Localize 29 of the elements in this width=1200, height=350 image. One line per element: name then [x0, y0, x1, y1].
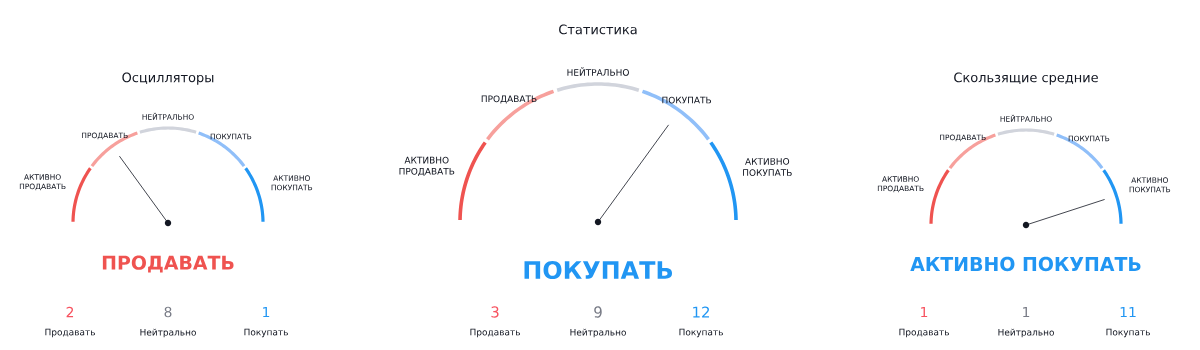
text: ПРОДАВАТЬ — [102, 255, 234, 273]
data-label: 11 — [1120, 306, 1136, 318]
text: ПОКУПАТЬ — [524, 260, 673, 280]
slice-label: АКТИВНО ПРОДАВАТЬ — [399, 156, 455, 176]
category-label: Покупать — [244, 328, 288, 338]
category-label: Нейтрально — [570, 328, 626, 338]
chart-title: Статистика — [559, 24, 637, 35]
data-label: 1 — [921, 306, 928, 318]
slice-label: НЕЙТРАЛЬНО — [567, 67, 629, 76]
data-label: 3 — [491, 306, 499, 318]
chart-title: Осцилляторы — [122, 72, 214, 85]
data-label: 1 — [263, 306, 270, 318]
category-label: Продавать — [45, 328, 95, 338]
data-label: 2 — [66, 306, 74, 318]
data-label: 1 — [1023, 306, 1030, 318]
slice-label: АКТИВНО ПОКУПАТЬ — [743, 158, 792, 176]
chart-title: Скользящие средние — [954, 72, 1098, 85]
data-label: 8 — [164, 306, 172, 318]
category-label: Нейтрально — [998, 328, 1054, 338]
category-label: Покупать — [1106, 328, 1150, 338]
slice-label: ПРОДАВАТЬ — [481, 95, 537, 104]
category-label: Продавать — [899, 328, 949, 338]
category-label: Покупать — [679, 328, 723, 338]
data-label: 9 — [594, 306, 602, 318]
category-label: Продавать — [470, 328, 520, 338]
slice-label: ПОКУПАТЬ — [662, 96, 711, 104]
data-label: 12 — [693, 306, 710, 318]
category-label: Нейтрально — [140, 328, 196, 338]
text: АКТИВНО ПОКУПАТЬ — [910, 256, 1141, 272]
